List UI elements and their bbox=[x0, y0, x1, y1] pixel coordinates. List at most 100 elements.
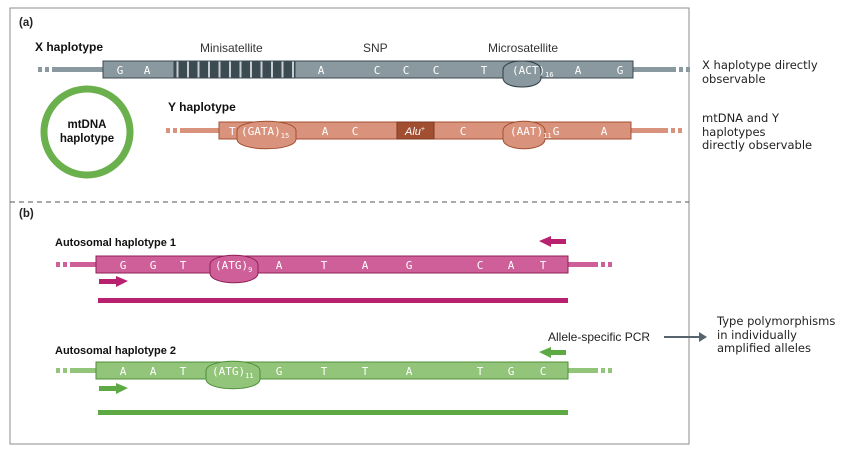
auto2-base: T bbox=[180, 365, 187, 378]
y-repeat2-suffix: G bbox=[553, 125, 560, 138]
mtdna-label-line2: haplotype bbox=[60, 133, 114, 145]
result-line1: Type polymorphisms bbox=[717, 314, 836, 328]
y-repeat1-count: 15 bbox=[281, 132, 289, 140]
y-flank-right bbox=[630, 128, 682, 133]
x-repeat-count: 16 bbox=[545, 71, 553, 79]
type-polymorphisms-note: Type polymorphisms in individually ampli… bbox=[717, 314, 836, 356]
y-repeat1-prefix: T bbox=[229, 125, 236, 138]
x-base: T bbox=[481, 64, 488, 77]
microsatellite-label: Microsatellite bbox=[488, 41, 558, 55]
auto2-repeat-unit: (ATG) bbox=[212, 365, 245, 378]
panel-a-label: (a) bbox=[19, 17, 33, 29]
auto2-atg-bulge bbox=[205, 360, 261, 390]
x-base: C bbox=[433, 64, 440, 77]
x-note-line2: observable bbox=[702, 71, 766, 86]
auto2-base: G bbox=[276, 365, 283, 378]
result-line3: amplified alleles bbox=[717, 341, 811, 355]
auto1-flank-right bbox=[568, 262, 612, 267]
x-observable-note: X haplotype directly observable bbox=[702, 58, 818, 86]
auto1-forward-primer-arrow bbox=[99, 276, 128, 287]
auto2-repeat-count: 11 bbox=[245, 372, 253, 380]
auto1-repeat-unit: (ATG) bbox=[215, 259, 248, 272]
y-haplotype: Y haplotype T (GATA)15 A C C (AAT)11 G A… bbox=[166, 100, 682, 150]
y-base: A bbox=[601, 125, 608, 138]
auto1-repeat-label: (ATG)9 bbox=[215, 259, 252, 274]
x-base: A bbox=[318, 64, 325, 77]
auto1-repeat-count: 9 bbox=[248, 266, 252, 274]
y-base: A bbox=[322, 125, 329, 138]
auto1-atg-bulge bbox=[209, 254, 259, 284]
mtdna-haplotype: mtDNA haplotype bbox=[40, 85, 134, 179]
auto2-base: A bbox=[120, 365, 127, 378]
y-base: C bbox=[352, 125, 359, 138]
minisatellite-label: Minisatellite bbox=[200, 41, 263, 55]
auto1-base: A bbox=[362, 259, 369, 272]
mtdna-ring bbox=[40, 85, 134, 179]
auto1-base: C bbox=[477, 259, 484, 272]
auto2-reverse-primer-arrow bbox=[539, 347, 566, 358]
y-aat-bulge bbox=[502, 120, 546, 150]
auto2-flank-left bbox=[56, 368, 97, 373]
auto1-base: G bbox=[406, 259, 413, 272]
auto2-repeat-label: (ATG)11 bbox=[212, 365, 254, 380]
autosomal-haplotype-1: Autosomal haplotype 1 G G T A T A G C A … bbox=[55, 236, 612, 303]
auto1-base: A bbox=[276, 259, 283, 272]
x-haplotype: X haplotype Minisatellite SNP Microsatel… bbox=[35, 40, 690, 88]
auto1-flank-left bbox=[56, 262, 97, 267]
y-haplotype-title: Y haplotype bbox=[168, 100, 236, 114]
x-microsatellite-bulge bbox=[502, 60, 542, 88]
auto2-base: G bbox=[508, 365, 515, 378]
x-flank-left bbox=[38, 67, 104, 72]
my-note-line1: mtDNA and Y bbox=[702, 111, 780, 125]
auto1-base: T bbox=[540, 259, 547, 272]
auto1-title: Autosomal haplotype 1 bbox=[55, 237, 176, 249]
auto1-base: A bbox=[508, 259, 515, 272]
auto1-strand bbox=[95, 255, 569, 274]
auto2-base: A bbox=[406, 365, 413, 378]
auto2-base: C bbox=[540, 365, 547, 378]
auto2-forward-primer-arrow bbox=[99, 383, 128, 394]
y-alu-insert bbox=[396, 121, 435, 140]
x-base: A bbox=[144, 64, 151, 77]
auto2-strand bbox=[95, 361, 569, 380]
auto2-base: T bbox=[477, 365, 484, 378]
auto1-amplicon-bar bbox=[98, 298, 568, 303]
x-base: G bbox=[117, 64, 124, 77]
y-repeat2-unit: (AAT) bbox=[510, 125, 543, 138]
my-note-line3: directly observable bbox=[702, 138, 813, 152]
x-base: C bbox=[403, 64, 410, 77]
x-note-line1: X haplotype directly bbox=[702, 58, 818, 72]
auto2-title: Autosomal haplotype 2 bbox=[55, 345, 176, 357]
y-base: C bbox=[460, 125, 467, 138]
alu-sup: + bbox=[421, 126, 425, 133]
auto2-base: T bbox=[362, 365, 369, 378]
y-repeat1-label: (GATA)15 bbox=[241, 125, 289, 140]
auto1-base: G bbox=[120, 259, 127, 272]
alu-label: Alu+ bbox=[404, 126, 425, 138]
x-repeat-label: (ACT)16 bbox=[512, 64, 554, 79]
auto2-base: T bbox=[321, 365, 328, 378]
auto1-base: T bbox=[321, 259, 328, 272]
auto1-reverse-primer-arrow bbox=[539, 236, 566, 247]
x-base: G bbox=[617, 64, 624, 77]
auto1-base: T bbox=[180, 259, 187, 272]
x-haplotype-title: X haplotype bbox=[35, 40, 103, 54]
result-line2: in individually bbox=[717, 327, 797, 342]
result-arrow bbox=[664, 332, 707, 342]
snp-label: SNP bbox=[363, 41, 388, 55]
y-repeat2-label: (AAT)11 bbox=[510, 125, 552, 140]
panel-b-label: (b) bbox=[19, 208, 34, 220]
mtdna-label-line1: mtDNA bbox=[68, 119, 107, 131]
y-repeat1-unit: (GATA) bbox=[241, 125, 281, 138]
autosomal-haplotype-2: Allele-specific PCR Autosomal haplotype … bbox=[55, 330, 650, 415]
auto1-base: G bbox=[150, 259, 157, 272]
my-note-line2: haplotypes bbox=[702, 124, 766, 139]
x-repeat-unit: (ACT) bbox=[512, 64, 545, 77]
y-gata-bulge bbox=[236, 120, 297, 150]
pcr-label: Allele-specific PCR bbox=[548, 330, 650, 344]
x-base: A bbox=[575, 64, 582, 77]
figure-frame bbox=[9, 7, 690, 445]
mt-y-observable-note: mtDNA and Y haplotypes directly observab… bbox=[702, 111, 813, 153]
x-base: C bbox=[374, 64, 381, 77]
